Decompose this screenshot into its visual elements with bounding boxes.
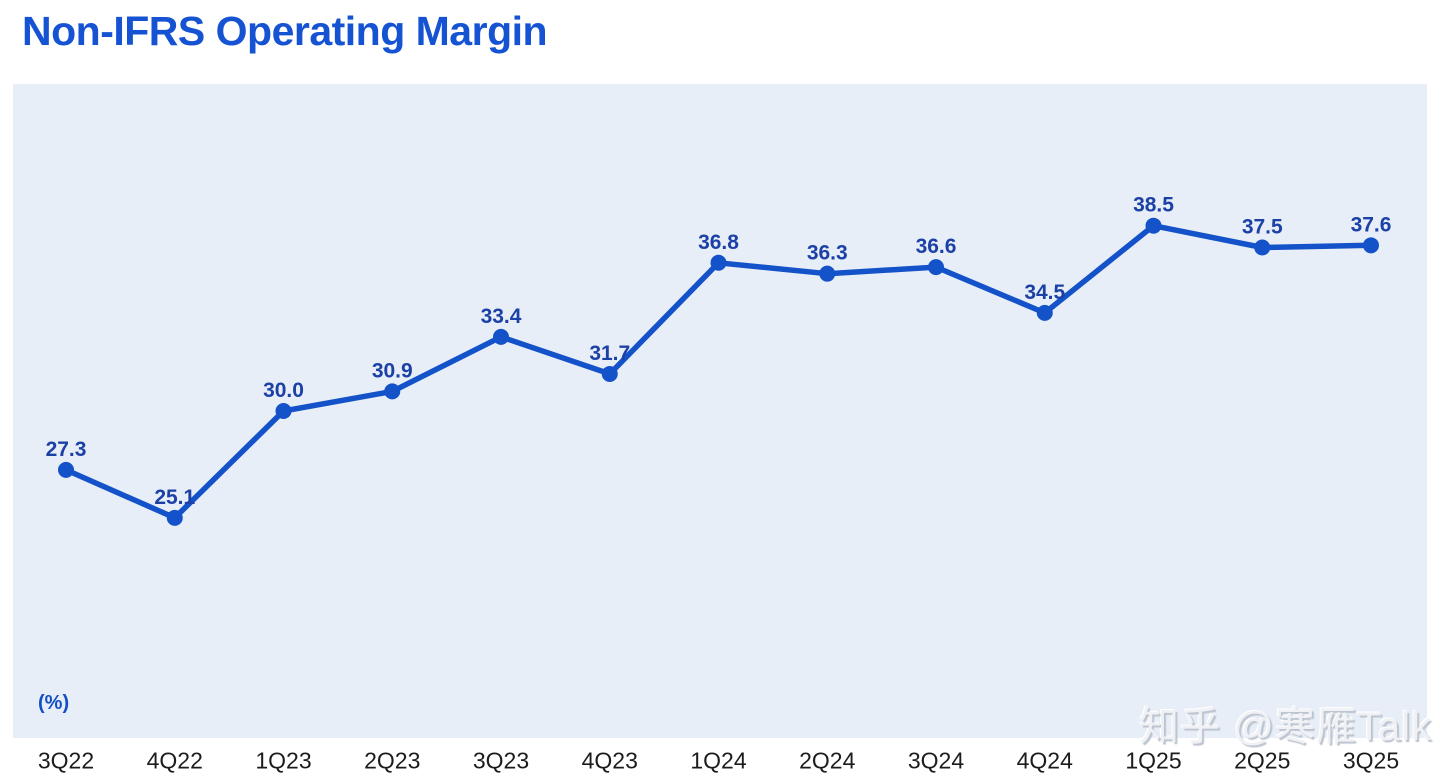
x-axis-tick-label: 4Q23 [581,747,638,774]
y-axis-unit-label: (%) [38,692,70,714]
data-point [493,328,509,345]
data-point-label: 37.6 [1351,213,1392,236]
x-axis-tick-label: 1Q24 [690,747,747,774]
data-point-label: 34.5 [1024,281,1065,304]
data-point-label: 31.7 [589,342,630,365]
x-axis-tick-label: 2Q23 [364,747,421,774]
data-point-label: 36.8 [698,231,739,254]
x-axis-tick-label: 4Q22 [146,747,203,774]
x-axis-tick-label: 2Q24 [799,747,856,774]
data-point [710,254,727,271]
data-point [275,403,292,419]
watermark: 知乎 @寒雁Talk [1139,705,1432,749]
data-point-label: 38.5 [1133,194,1174,217]
line-chart: 27.3 25.1 30.0 30.9 33.4 31.7 36.8 36.3 36.6 34.5… [46,194,1392,526]
data-point [601,365,618,382]
data-point-label: 30.0 [263,379,304,402]
x-axis-tick-label: 4Q24 [1016,747,1073,774]
data-point-label: 33.4 [481,305,522,328]
data-point [928,259,944,276]
data-point-label: 30.9 [372,359,413,382]
x-axis-tick-label: 3Q25 [1342,747,1400,774]
data-point-label: 25.1 [154,486,195,509]
data-point [1036,304,1053,321]
x-axis-tick-label: 3Q24 [907,747,965,774]
data-point [819,265,836,282]
data-point [1254,239,1271,256]
data-point-label: 27.3 [46,438,87,461]
x-axis-tick-label: 3Q22 [37,747,95,774]
data-point [1145,217,1162,234]
x-axis-tick-label: 3Q23 [472,747,530,774]
page-title: Non-IFRS Operating Margin [22,8,548,54]
chart-panel: 27.3 25.1 30.0 30.9 33.4 31.7 36.8 36.3 36.6 34.5… [13,84,1427,738]
data-point [1363,237,1379,254]
data-point-label: 36.6 [916,235,957,258]
data-point-label: 37.5 [1242,216,1283,239]
x-axis-labels: 3Q22 4Q22 1Q23 2Q23 3Q23 4Q23 1Q24 2Q24 3Q24 4Q24… [0,738,1440,784]
x-axis-tick-label: 1Q25 [1125,747,1182,774]
data-point [166,509,183,526]
x-axis-tick-label: 2Q25 [1234,747,1291,774]
data-point [384,383,401,400]
data-point-label: 36.3 [807,242,848,265]
x-axis-tick-label: 1Q23 [255,747,312,774]
data-point [58,461,74,478]
